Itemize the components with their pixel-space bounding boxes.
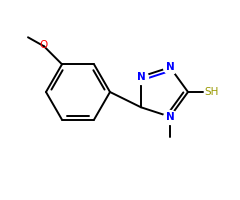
Text: O: O: [39, 40, 47, 50]
Text: N: N: [166, 62, 174, 72]
Text: N: N: [137, 72, 145, 82]
Text: SH: SH: [204, 87, 218, 97]
Text: N: N: [166, 112, 174, 122]
